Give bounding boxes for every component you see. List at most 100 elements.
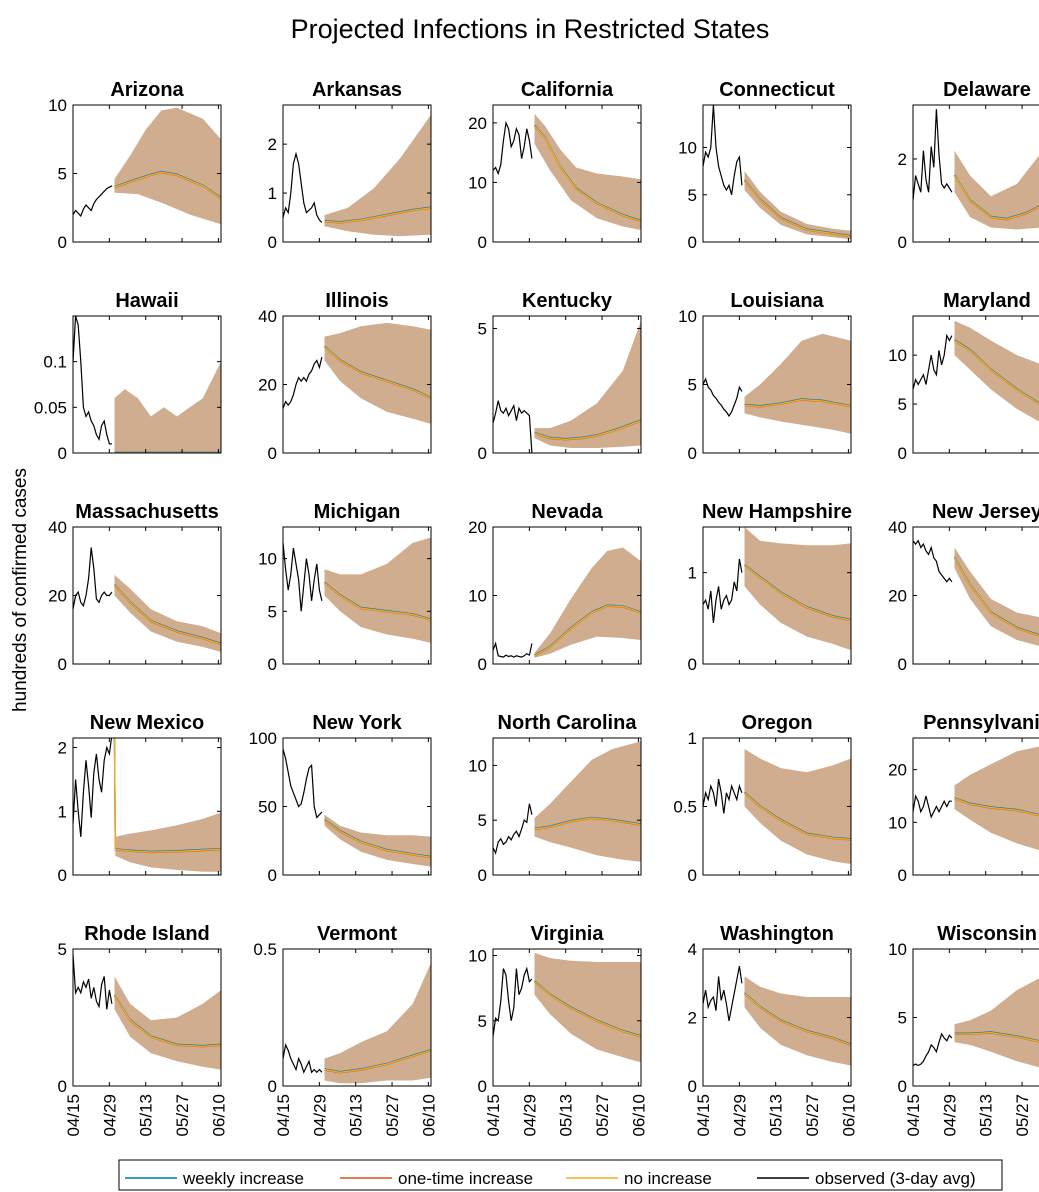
uncertainty-band <box>744 976 851 1066</box>
y-tick-label: 0 <box>58 1077 67 1096</box>
y-tick-label: 0 <box>898 1077 907 1096</box>
y-tick-label: 0 <box>688 866 697 885</box>
uncertainty-band <box>114 976 221 1070</box>
x-tick-label: 04/15 <box>484 1094 503 1137</box>
panel-title: Hawaii <box>115 290 178 312</box>
panel-delaware: 0 2 Delaware <box>898 79 1039 252</box>
y-tick-label: 40 <box>888 518 907 537</box>
x-tick-label: 04/29 <box>100 1094 119 1137</box>
panel-title: Nevada <box>531 501 603 523</box>
series-none-line <box>534 419 641 441</box>
axes-box <box>702 104 852 243</box>
axes-box <box>912 737 1039 876</box>
y-tick-label: 5 <box>268 602 277 621</box>
x-tick-label: 04/15 <box>274 1094 293 1137</box>
x-tick-label: 05/13 <box>977 1094 996 1137</box>
y-tick-label: 0 <box>898 655 907 674</box>
panel-new-hampshire: 0 1 New Hampshire <box>688 501 853 674</box>
panel-rhode-island: 0 5 04/15 04/29 05/13 05/27 06/10 Rhode Island <box>58 923 229 1137</box>
y-tick-label: 0 <box>268 655 277 674</box>
panel-new-york: 0 50 100 New York <box>249 712 432 885</box>
panel-title: New York <box>312 712 402 734</box>
y-tick-label: 2 <box>268 135 277 154</box>
y-tick-label: 1 <box>268 184 277 203</box>
y-tick-label: 0 <box>898 866 907 885</box>
y-tick-label: 5 <box>478 1012 487 1031</box>
series-none-line <box>534 981 641 1038</box>
series-observed-line <box>73 954 113 1010</box>
x-tick-label: 05/27 <box>173 1094 192 1137</box>
series-observed-line <box>493 400 533 453</box>
panel-massachusetts: 0 20 40 Massachusetts <box>48 501 222 674</box>
y-tick-label: 0 <box>268 1077 277 1096</box>
series-observed-line <box>283 356 323 409</box>
uncertainty-band <box>534 547 641 658</box>
series-none-line <box>744 792 851 841</box>
uncertainty-band <box>534 113 641 231</box>
series-none-line <box>534 817 641 830</box>
panel-title: California <box>521 79 614 101</box>
panel-title: Massachusetts <box>75 501 218 523</box>
y-tick-label: 0 <box>688 655 697 674</box>
series-observed-line <box>73 547 113 610</box>
uncertainty-band <box>744 749 851 864</box>
series-observed-line <box>703 377 743 418</box>
uncertainty-band <box>954 320 1039 422</box>
series-none-line <box>324 1049 431 1074</box>
x-tick-label: 04/29 <box>940 1094 959 1137</box>
panel-oregon: 0 0.5 1 Oregon <box>673 712 852 885</box>
panel-title: Arkansas <box>312 79 402 101</box>
x-tick-label: 06/10 <box>629 1094 648 1137</box>
axes-box <box>282 948 432 1087</box>
panel-title: Michigan <box>314 501 401 523</box>
x-tick-label: 04/15 <box>694 1094 713 1137</box>
panel-title: New Hampshire <box>702 501 852 523</box>
panel-title: Vermont <box>317 923 397 945</box>
uncertainty-band <box>534 952 641 1063</box>
series-observed-line <box>703 558 743 623</box>
y-tick-label: 2 <box>688 1009 697 1028</box>
panels-grid: 0510Arizona012Arkansas01020California051… <box>34 79 1039 1137</box>
y-tick-label: 20 <box>468 518 487 537</box>
panel-new-jersey: 0 20 40 New Jersey <box>888 501 1039 674</box>
axes-box <box>72 948 222 1087</box>
panel-washington: 0 2 4 04/15 04/29 05/13 05/27 06/10 Washington <box>688 923 859 1137</box>
x-tick-label: 05/13 <box>767 1094 786 1137</box>
uncertainty-band <box>744 527 851 651</box>
uncertainty-band <box>534 741 641 862</box>
panel-connecticut: 0 5 10 Connecticut <box>678 79 852 252</box>
axes-box <box>492 737 642 876</box>
y-tick-label: 5 <box>898 395 907 414</box>
y-tick-label: 0 <box>898 444 907 463</box>
series-observed-line <box>703 105 743 195</box>
uncertainty-band <box>744 171 851 240</box>
panel-title: North Carolina <box>498 712 638 734</box>
series-none-line <box>744 564 851 621</box>
x-tick-label: 05/13 <box>557 1094 576 1137</box>
series-none-line <box>954 797 1039 816</box>
uncertainty-band <box>324 537 431 643</box>
uncertainty-band <box>954 978 1039 1068</box>
panel-title: Illinois <box>325 290 388 312</box>
panel-title: Wisconsin <box>937 923 1037 945</box>
series-none-line <box>113 995 221 1048</box>
panel-hawaii: 0 0.05 0.1 Hawaii <box>34 290 222 463</box>
y-tick-label: 0 <box>268 866 277 885</box>
y-tick-label: 0 <box>688 1077 697 1096</box>
axes-box <box>72 315 222 454</box>
panel-michigan: 0 5 10 Michigan <box>258 501 432 674</box>
y-tick-label: 5 <box>688 186 697 205</box>
panel-kentucky: 0 5 Kentucky <box>478 290 642 463</box>
series-none-line <box>324 207 431 224</box>
y-tick-label: 0 <box>478 1077 487 1096</box>
panel-title: Kentucky <box>522 290 613 312</box>
uncertainty-band <box>114 107 221 225</box>
uncertainty-band <box>114 575 221 652</box>
series-none-line <box>114 171 221 199</box>
y-tick-label: 10 <box>468 947 487 966</box>
series-none-line <box>744 992 851 1046</box>
series-observed-line <box>283 1042 323 1074</box>
y-tick-label: 10 <box>888 940 907 959</box>
legend-box <box>118 1159 1003 1191</box>
